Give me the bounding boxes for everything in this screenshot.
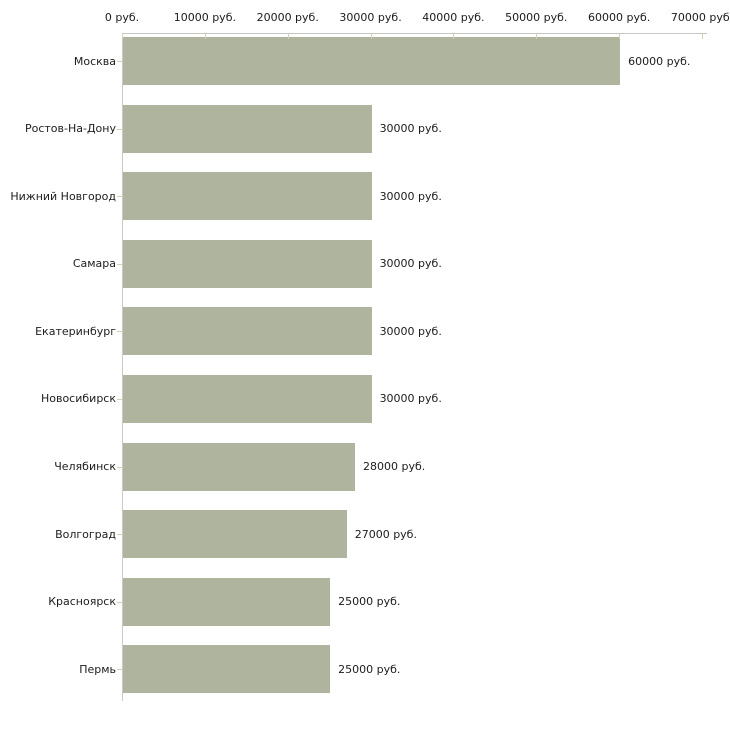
- x-tick-mark: [287, 34, 289, 39]
- value-label: 30000 руб.: [379, 257, 442, 271]
- x-tick-mark: [619, 34, 621, 39]
- category-label: Москва: [73, 54, 116, 68]
- y-tick-mark: [117, 128, 122, 130]
- category-label: Красноярск: [48, 595, 116, 609]
- bar: [123, 172, 372, 221]
- y-tick-mark: [117, 263, 122, 265]
- x-tick-mark: [453, 34, 455, 39]
- y-tick-mark: [117, 399, 122, 400]
- bar-row: Волгоград 27000 руб.: [55, 506, 703, 574]
- category-label: Нижний Новгород: [10, 189, 116, 203]
- value-label: 30000 руб.: [379, 122, 442, 136]
- x-tick-mark: [204, 34, 206, 39]
- category-label: Волгоград: [55, 527, 116, 541]
- x-tick-label: 20000 руб.: [256, 11, 319, 24]
- category-label: Екатеринбург: [35, 324, 116, 338]
- bar: [123, 510, 347, 559]
- bar-row: Самара 30000 руб.: [73, 236, 703, 304]
- y-tick-mark: [117, 61, 122, 62]
- bar: [123, 577, 331, 626]
- x-tick-label: 10000 руб.: [173, 11, 236, 24]
- value-label: 25000 руб.: [338, 662, 401, 676]
- x-tick-mark: [702, 34, 703, 39]
- x-tick-label: 0 руб.: [104, 11, 140, 24]
- y-tick-mark: [117, 196, 122, 198]
- category-label: Пермь: [79, 662, 116, 676]
- value-label: 28000 руб.: [363, 460, 426, 474]
- x-axis-line: [122, 33, 707, 34]
- y-tick-mark: [117, 331, 122, 333]
- bar: [123, 104, 372, 153]
- bar: [123, 307, 372, 356]
- bar: [123, 239, 372, 288]
- bar-row: Пермь 25000 руб.: [79, 641, 703, 709]
- x-tick-mark: [536, 34, 538, 39]
- y-tick-mark: [117, 601, 122, 603]
- y-tick-mark: [117, 466, 122, 468]
- x-tick-label: 40000 руб.: [422, 11, 485, 24]
- x-tick-label: 60000 руб.: [588, 11, 651, 24]
- y-tick-mark: [117, 534, 122, 536]
- category-label: Ростов-На-Дону: [24, 122, 116, 136]
- x-tick-mark: [122, 34, 123, 39]
- x-tick-label: 30000 руб.: [339, 11, 402, 24]
- y-tick-mark: [117, 669, 122, 671]
- category-label: Самара: [72, 257, 116, 271]
- value-label: 25000 руб.: [338, 595, 401, 609]
- y-axis-line: [122, 33, 123, 701]
- value-label: 30000 руб.: [379, 392, 442, 406]
- bar-rows: Москва 60000 руб. Ростов-На-Дону 30000 руб.…: [10, 33, 703, 709]
- bar: [123, 645, 331, 694]
- bar-row: Новосибирск 30000 руб.: [41, 371, 703, 439]
- bar-row: Нижний Новгород 30000 руб.: [10, 168, 703, 236]
- x-axis: 0 руб. 10000 руб. 20000 руб. 30000 руб. 4000…: [105, 11, 730, 26]
- category-label: Новосибирск: [40, 392, 116, 406]
- value-label: 30000 руб.: [379, 189, 442, 203]
- value-label: 27000 руб.: [354, 527, 417, 541]
- bar-row: Челябинск 28000 руб.: [54, 439, 703, 507]
- bar-row: Екатеринбург 30000 руб.: [35, 303, 703, 371]
- value-label: 60000 руб.: [628, 54, 691, 68]
- value-label: 30000 руб.: [379, 324, 442, 338]
- x-tick-label: 70000 руб.: [670, 11, 730, 24]
- bar: [123, 374, 372, 423]
- x-tick-label: 50000 руб.: [505, 11, 568, 24]
- x-tick-mark: [370, 34, 372, 39]
- bar-row: Ростов-На-Дону 30000 руб.: [25, 101, 703, 169]
- bar: [123, 37, 621, 85]
- bar-row: Красноярск 25000 руб.: [48, 574, 703, 642]
- category-label: Челябинск: [54, 460, 116, 474]
- bar-row: Москва 60000 руб.: [74, 33, 703, 101]
- bar: [123, 442, 355, 491]
